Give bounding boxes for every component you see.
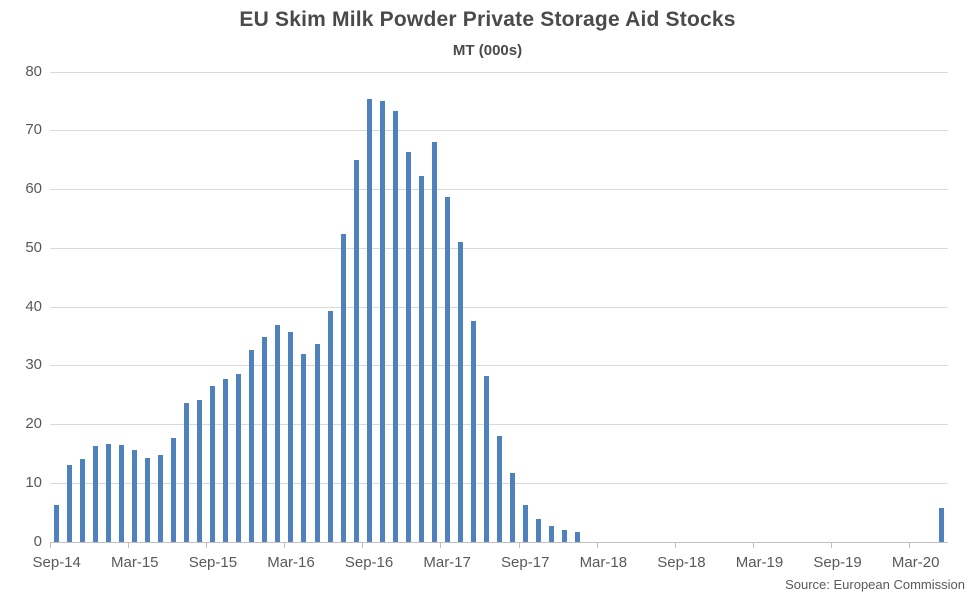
- x-axis-label: Mar-16: [267, 553, 315, 571]
- x-axis-label: Mar-17: [423, 553, 471, 571]
- bar-Nov-14: [80, 459, 86, 542]
- x-axis-tick: [206, 542, 208, 548]
- x-axis-label: Mar-18: [579, 553, 628, 571]
- bar-May-17: [470, 321, 476, 542]
- bar-May-20: [939, 508, 945, 542]
- bar-Mar-15: [132, 450, 138, 542]
- bar-Sep-17: [522, 505, 528, 542]
- y-axis-label: 20: [25, 415, 42, 433]
- bar-Aug-15: [197, 400, 203, 542]
- bar-Dec-17: [561, 529, 567, 542]
- bar-Feb-15: [119, 444, 125, 542]
- chart-title: EU Skim Milk Powder Private Storage Aid …: [239, 8, 736, 31]
- x-axis-tick: [284, 542, 286, 548]
- bar-Sep-15: [210, 385, 216, 542]
- bar-May-15: [158, 454, 164, 542]
- source-note: Source: European Commission: [785, 577, 965, 592]
- bar-Aug-16: [353, 159, 359, 542]
- bar-Feb-16: [275, 324, 281, 542]
- x-axis-tick: [518, 542, 520, 548]
- y-axis-label: 80: [25, 62, 42, 80]
- bar-Jun-16: [327, 310, 333, 542]
- y-axis-label: 50: [25, 238, 42, 256]
- bar-Nov-16: [392, 111, 398, 542]
- bar-Dec-15: [249, 349, 255, 542]
- y-axis-label: 10: [25, 473, 42, 491]
- y-axis-label: 70: [25, 121, 42, 139]
- x-axis-label: Mar-20: [891, 553, 940, 571]
- bar-Jul-17: [496, 435, 502, 542]
- bar-Jan-17: [418, 175, 424, 542]
- x-axis-tick: [440, 542, 442, 548]
- x-axis-tick: [128, 542, 130, 548]
- y-axis-label: 60: [25, 180, 42, 198]
- bar-Apr-16: [301, 353, 307, 542]
- bar-Aug-17: [509, 472, 515, 542]
- bar-May-16: [314, 344, 320, 542]
- x-axis-label: Mar-19: [735, 553, 784, 571]
- chart-subtitle: MT (000s): [452, 42, 523, 59]
- bar-Oct-17: [535, 519, 541, 542]
- bar-Oct-15: [223, 378, 229, 542]
- x-axis-tick: [752, 542, 754, 548]
- x-axis-label: Sep-16: [344, 553, 394, 571]
- x-axis-label: Sep-18: [657, 553, 706, 571]
- x-axis-line: [50, 541, 948, 543]
- x-axis-label: Sep-15: [188, 553, 238, 571]
- bar-Nov-17: [548, 525, 554, 542]
- bar-Jul-15: [184, 402, 190, 542]
- gridline-50: [50, 247, 948, 249]
- bar-Jun-15: [171, 438, 177, 542]
- x-axis-tick: [674, 542, 676, 548]
- bar-Mar-16: [288, 331, 294, 542]
- x-axis-label: Sep-14: [32, 553, 81, 571]
- bar-Oct-16: [379, 100, 385, 542]
- x-axis-label: Sep-17: [501, 553, 550, 571]
- bar-Jul-16: [340, 233, 346, 542]
- gridline-70: [50, 130, 948, 132]
- x-axis-tick: [362, 542, 364, 548]
- y-axis-label: 30: [25, 356, 42, 374]
- x-axis-tick: [830, 542, 832, 548]
- x-axis-label: Sep-19: [813, 553, 862, 571]
- bar-Dec-16: [405, 152, 411, 542]
- x-axis-label: Mar-15: [111, 553, 159, 571]
- bar-Jan-15: [106, 443, 112, 542]
- bar-Jan-18: [574, 531, 580, 542]
- x-axis-tick: [596, 542, 598, 548]
- x-axis-tick: [908, 542, 910, 548]
- bar-Apr-17: [457, 241, 463, 542]
- gridline-40: [50, 306, 948, 308]
- bar-Sep-14: [54, 504, 60, 542]
- bar-Apr-15: [145, 457, 151, 542]
- bar-Feb-17: [431, 142, 437, 542]
- gridline-20: [50, 424, 948, 426]
- bar-Nov-15: [236, 373, 242, 542]
- bar-Jun-17: [483, 375, 489, 542]
- y-axis-label: 0: [33, 532, 42, 550]
- bar-Dec-14: [93, 446, 99, 542]
- gridline-60: [50, 189, 948, 191]
- bar-Oct-14: [67, 465, 73, 542]
- x-axis-tick: [50, 542, 51, 548]
- bar-Sep-16: [366, 99, 372, 542]
- gridline-80: [50, 71, 948, 73]
- bar-Jan-16: [262, 336, 268, 542]
- gridline-30: [50, 365, 948, 367]
- y-axis-label: 40: [25, 297, 42, 315]
- bar-Mar-17: [444, 197, 450, 542]
